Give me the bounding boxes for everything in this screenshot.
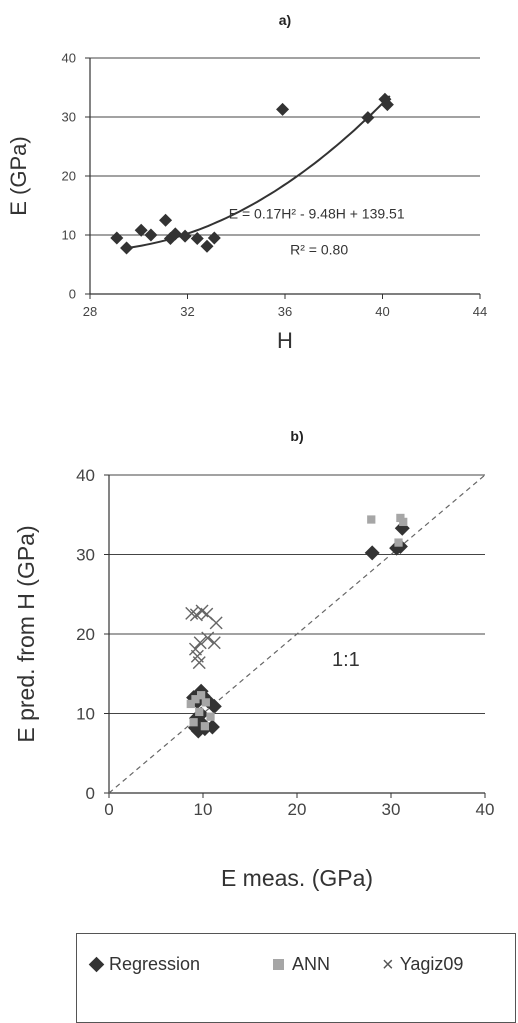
data-point bbox=[190, 232, 204, 246]
x-tick-label: 44 bbox=[473, 304, 487, 319]
x-tick-label: 40 bbox=[476, 800, 495, 819]
legend-label-yagiz09: Yagiz09 bbox=[399, 954, 464, 974]
data-point bbox=[276, 102, 290, 116]
trendline-equation: E = 0.17H² - 9.48H + 139.51 bbox=[229, 205, 405, 221]
data-point bbox=[207, 636, 221, 650]
chart-title: b) bbox=[290, 428, 303, 444]
chart-a: a) 0 10 20 30 40 28 32 36 40 44 H E (GPa) E = 0.17H² … bbox=[6, 12, 487, 353]
x-tick-label: 32 bbox=[180, 304, 194, 319]
legend-item-yagiz09: × Yagiz09 bbox=[382, 954, 463, 975]
data-point bbox=[191, 695, 200, 704]
series-ann bbox=[186, 513, 408, 731]
data-point bbox=[159, 213, 173, 227]
legend-label-ann: ANN bbox=[292, 954, 331, 974]
data-point bbox=[206, 712, 215, 721]
y-tick-label: 20 bbox=[76, 625, 95, 644]
trendline-r-squared: R² = 0.80 bbox=[290, 241, 348, 257]
y-tick-label: 40 bbox=[76, 466, 95, 485]
legend-item-regression: Regression bbox=[88, 954, 201, 975]
y-tick-label: 30 bbox=[62, 110, 76, 125]
y-tick-label: 10 bbox=[76, 704, 95, 723]
data-point bbox=[367, 515, 376, 524]
data-point bbox=[200, 239, 214, 253]
legend-label-regression: Regression bbox=[109, 954, 201, 974]
data-point bbox=[200, 722, 210, 731]
data-point bbox=[186, 699, 195, 709]
y-axis-label: E pred. from H (GPa) bbox=[13, 525, 39, 742]
series-regression bbox=[186, 520, 410, 739]
data-point bbox=[399, 517, 408, 527]
x-tick-label: 36 bbox=[278, 304, 292, 319]
x-tick-label: 40 bbox=[375, 304, 389, 319]
x-axis-label: E meas. (GPa) bbox=[221, 865, 373, 891]
data-point bbox=[189, 608, 203, 622]
diamond-marker-icon bbox=[88, 956, 105, 973]
data-point bbox=[192, 656, 206, 670]
y-tick-label: 10 bbox=[62, 228, 76, 243]
data-point bbox=[188, 642, 202, 656]
data-point bbox=[201, 631, 215, 645]
x-tick-label: 30 bbox=[382, 800, 401, 819]
data-point bbox=[185, 606, 199, 620]
data-point bbox=[209, 616, 223, 630]
data-point bbox=[196, 691, 206, 700]
x-axis-label: H bbox=[277, 328, 293, 353]
x-tick-label: 20 bbox=[288, 800, 307, 819]
x-tick-label: 0 bbox=[104, 800, 113, 819]
chart-b: b) 0 10 20 30 40 0 10 20 30 40 E meas. (GPa) E pred.… bbox=[13, 428, 494, 891]
plot-area bbox=[108, 474, 486, 794]
data-point bbox=[201, 698, 210, 707]
y-tick-label: 0 bbox=[69, 287, 76, 302]
data-point bbox=[168, 227, 182, 241]
data-point bbox=[380, 98, 394, 112]
y-tick-label: 40 bbox=[62, 51, 76, 66]
data-point bbox=[193, 636, 207, 650]
data-point bbox=[207, 231, 221, 245]
figure-canvas: a) 0 10 20 30 40 28 32 36 40 44 H E (GPa) E = 0.17H² … bbox=[6, 12, 494, 891]
data-point bbox=[195, 707, 204, 717]
one-to-one-label: 1:1 bbox=[332, 649, 360, 671]
legend-item-ann: ANN bbox=[273, 954, 330, 975]
x-tick-label: 10 bbox=[194, 800, 213, 819]
square-marker-icon bbox=[273, 959, 284, 970]
data-point bbox=[144, 228, 158, 242]
data-point bbox=[110, 231, 124, 245]
data-point bbox=[206, 698, 222, 714]
x-tick-label: 28 bbox=[83, 304, 97, 319]
trendline-curve bbox=[123, 95, 391, 250]
y-tick-label: 20 bbox=[62, 169, 76, 184]
y-axis-label: E (GPa) bbox=[6, 136, 31, 215]
y-tick-label: 0 bbox=[86, 784, 95, 803]
data-point bbox=[394, 538, 403, 547]
series-yagiz09 bbox=[185, 604, 223, 670]
data-point bbox=[178, 229, 192, 243]
data-point bbox=[361, 111, 375, 125]
legend: Regression ANN × Yagiz09 bbox=[76, 933, 516, 1023]
data-point bbox=[364, 545, 380, 561]
y-tick-label: 30 bbox=[76, 545, 95, 564]
reference-line-1to1 bbox=[108, 474, 486, 794]
data-point bbox=[120, 241, 134, 255]
plot-area bbox=[110, 92, 394, 255]
series-0 bbox=[110, 92, 394, 255]
data-point bbox=[134, 223, 148, 237]
chart-title: a) bbox=[279, 12, 291, 28]
data-point bbox=[189, 718, 198, 727]
x-marker-icon: × bbox=[382, 953, 394, 976]
